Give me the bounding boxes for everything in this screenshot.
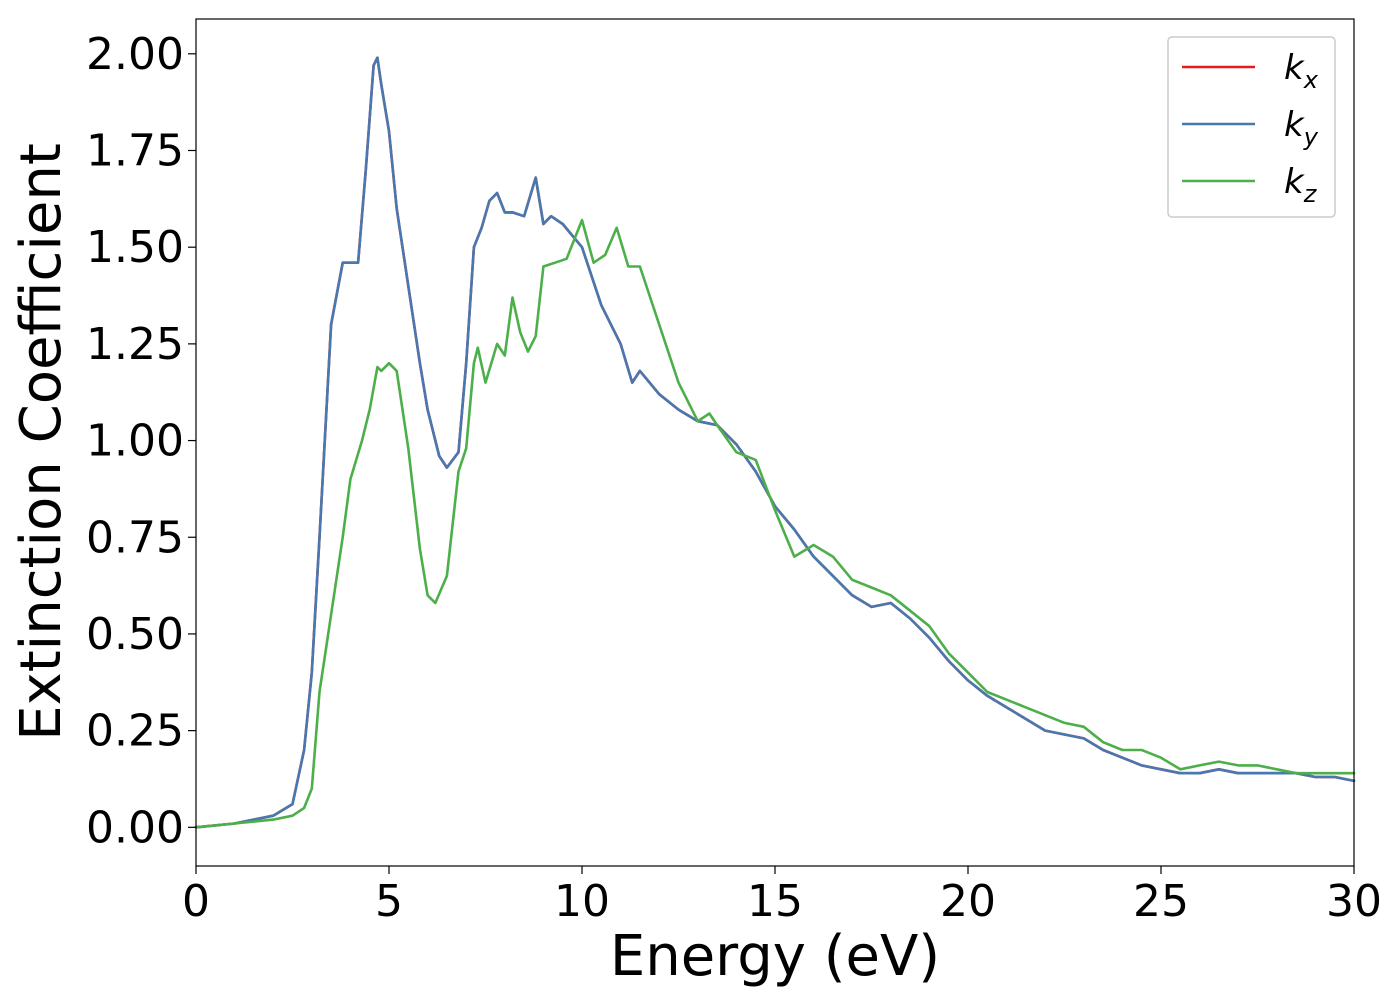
legend-box — [1167, 36, 1336, 218]
x-tick-label: 0 — [182, 876, 210, 927]
y-tick-label: 0.75 — [86, 512, 184, 563]
x-tick-label: 25 — [1133, 876, 1189, 927]
y-tick-label: 2.00 — [86, 29, 184, 80]
x-tick-label: 5 — [375, 876, 403, 927]
x-axis: 0 5 10 15 20 25 30 — [182, 866, 1382, 927]
y-tick-label: 0.50 — [86, 609, 184, 660]
x-tick-label: 15 — [747, 876, 803, 927]
x-tick-label: 10 — [554, 876, 610, 927]
y-tick-label: 1.25 — [86, 319, 184, 370]
x-tick-label: 20 — [940, 876, 996, 927]
series-layer — [194, 56, 1356, 829]
y-tick-label: 0.25 — [86, 706, 184, 757]
y-axis-title: Extinction Coefficient — [9, 143, 74, 741]
series-line-kz — [194, 218, 1356, 829]
series-line-ky — [194, 56, 1356, 829]
y-tick-label: 1.75 — [86, 125, 184, 176]
x-tick-label: 30 — [1326, 876, 1382, 927]
y-axis: 0.00 0.25 0.50 0.75 1.00 1.25 1.50 1.75 2.00 — [86, 29, 196, 853]
y-tick-label: 1.50 — [86, 222, 184, 273]
x-axis-title: Energy (eV) — [610, 924, 940, 989]
y-tick-label: 1.00 — [86, 416, 184, 467]
y-tick-label: 0.00 — [86, 802, 184, 853]
